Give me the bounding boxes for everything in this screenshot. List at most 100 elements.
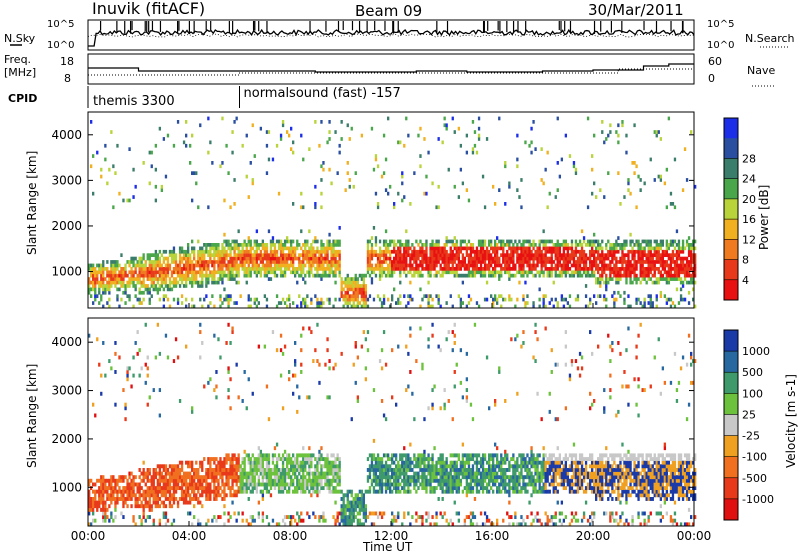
heatmap-cell: [609, 243, 612, 247]
heatmap-cell: [263, 468, 267, 472]
heatmap-cell: [122, 493, 125, 498]
heatmap-cell: [201, 468, 204, 472]
heatmap-cell: [152, 280, 155, 285]
heatmap-cell: [302, 277, 305, 281]
heatmap-cell: [255, 263, 259, 268]
heatmap-cell: [290, 249, 293, 254]
heatmap-cell: [146, 253, 149, 258]
heatmap-cell: [483, 239, 487, 244]
heatmap-cell: [255, 267, 259, 271]
heatmap-cell: [267, 417, 271, 422]
heatmap-cell: [316, 263, 319, 268]
heatmap-cell: [655, 249, 658, 254]
heatmap-cell: [249, 457, 252, 462]
heatmap-cell: [690, 243, 693, 247]
heatmap-cell: [197, 522, 200, 527]
heatmap-cell: [172, 482, 176, 487]
freq-panel: Freq. [MHz] 18 8 60 0 Nave: [4, 53, 776, 87]
heatmap-cell: [635, 267, 638, 271]
heatmap-cell: [314, 475, 317, 480]
heatmap-cell: [275, 263, 279, 268]
heatmap-cell: [673, 273, 677, 278]
heatmap-cell: [508, 297, 511, 302]
heatmap-cell: [292, 260, 295, 264]
heatmap-cell: [233, 267, 236, 271]
heatmap-cell: [102, 493, 105, 498]
heatmap-cell: [235, 493, 238, 498]
heatmap-cell: [215, 253, 218, 258]
heatmap-cell: [665, 167, 669, 172]
heatmap-cell: [661, 263, 665, 268]
heatmap-cell: [249, 239, 252, 244]
heatmap-cell: [180, 460, 184, 465]
heatmap-cell: [657, 270, 660, 275]
heatmap-cell: [538, 304, 541, 309]
heatmap-cell: [152, 471, 155, 476]
heatmap-cell: [152, 287, 155, 292]
heatmap-cell: [100, 475, 103, 480]
heatmap-cell: [605, 253, 608, 258]
heatmap-cell: [582, 249, 586, 254]
heatmap-cell: [213, 388, 216, 393]
heatmap-cell: [235, 464, 238, 469]
heatmap-cell: [237, 256, 240, 261]
heatmap-cell: [88, 489, 91, 494]
colorbar-tick-label: 4: [742, 274, 749, 287]
heatmap-cell: [294, 486, 297, 491]
heatmap-cell: [326, 239, 329, 244]
heatmap-cell: [138, 515, 141, 520]
heatmap-cell: [506, 253, 509, 258]
heatmap-cell: [633, 260, 636, 264]
heatmap-cell: [601, 130, 604, 134]
heatmap-cell: [338, 267, 341, 271]
heatmap-cell: [320, 267, 323, 271]
heatmap-cell: [316, 471, 319, 476]
heatmap-cell: [98, 263, 101, 268]
heatmap-cell: [387, 273, 390, 278]
heatmap-cell: [158, 413, 162, 418]
heatmap-cell: [467, 260, 471, 264]
heatmap-cell: [473, 143, 477, 148]
heatmap-cell: [96, 507, 99, 512]
heatmap-cell: [241, 246, 244, 251]
heatmap-cell: [98, 504, 101, 509]
heatmap-cell: [574, 239, 578, 244]
heatmap-cell: [540, 253, 543, 258]
heatmap-cell: [255, 270, 259, 275]
heatmap-cell: [124, 406, 127, 411]
heatmap-cell: [512, 260, 515, 264]
heatmap-cell: [136, 277, 139, 281]
heatmap-cell: [261, 460, 265, 465]
heatmap-cell: [225, 249, 228, 254]
heatmap-cell: [694, 280, 697, 285]
heatmap-cell: [437, 270, 440, 275]
heatmap-cell: [251, 181, 254, 186]
heatmap-cell: [619, 277, 622, 281]
heatmap-cell: [229, 515, 232, 520]
heatmap-cell: [170, 504, 174, 509]
heatmap-cell: [193, 515, 196, 520]
heatmap-cell: [530, 150, 533, 155]
heatmap-cell: [296, 384, 299, 389]
heatmap-cell: [665, 301, 669, 305]
heatmap-cell: [692, 246, 695, 251]
heatmap-cell: [205, 493, 208, 498]
heatmap-cell: [180, 301, 184, 305]
heatmap-cell: [380, 260, 384, 264]
heatmap-cell: [88, 267, 91, 271]
heatmap-cell: [647, 263, 650, 268]
heatmap-cell: [378, 253, 382, 258]
heatmap-cell: [627, 304, 630, 309]
heatmap-cell: [288, 471, 291, 476]
heatmap-cell: [247, 273, 250, 278]
heatmap-cell: [330, 468, 333, 472]
heatmap-cell: [655, 239, 658, 244]
heatmap-cell: [554, 256, 557, 261]
heatmap-cell: [191, 267, 194, 271]
heatmap-cell: [382, 243, 386, 247]
heatmap-cell: [502, 253, 505, 258]
heatmap-cell: [445, 236, 448, 240]
heatmap-cell: [310, 270, 313, 275]
heatmap-cell: [237, 249, 240, 254]
